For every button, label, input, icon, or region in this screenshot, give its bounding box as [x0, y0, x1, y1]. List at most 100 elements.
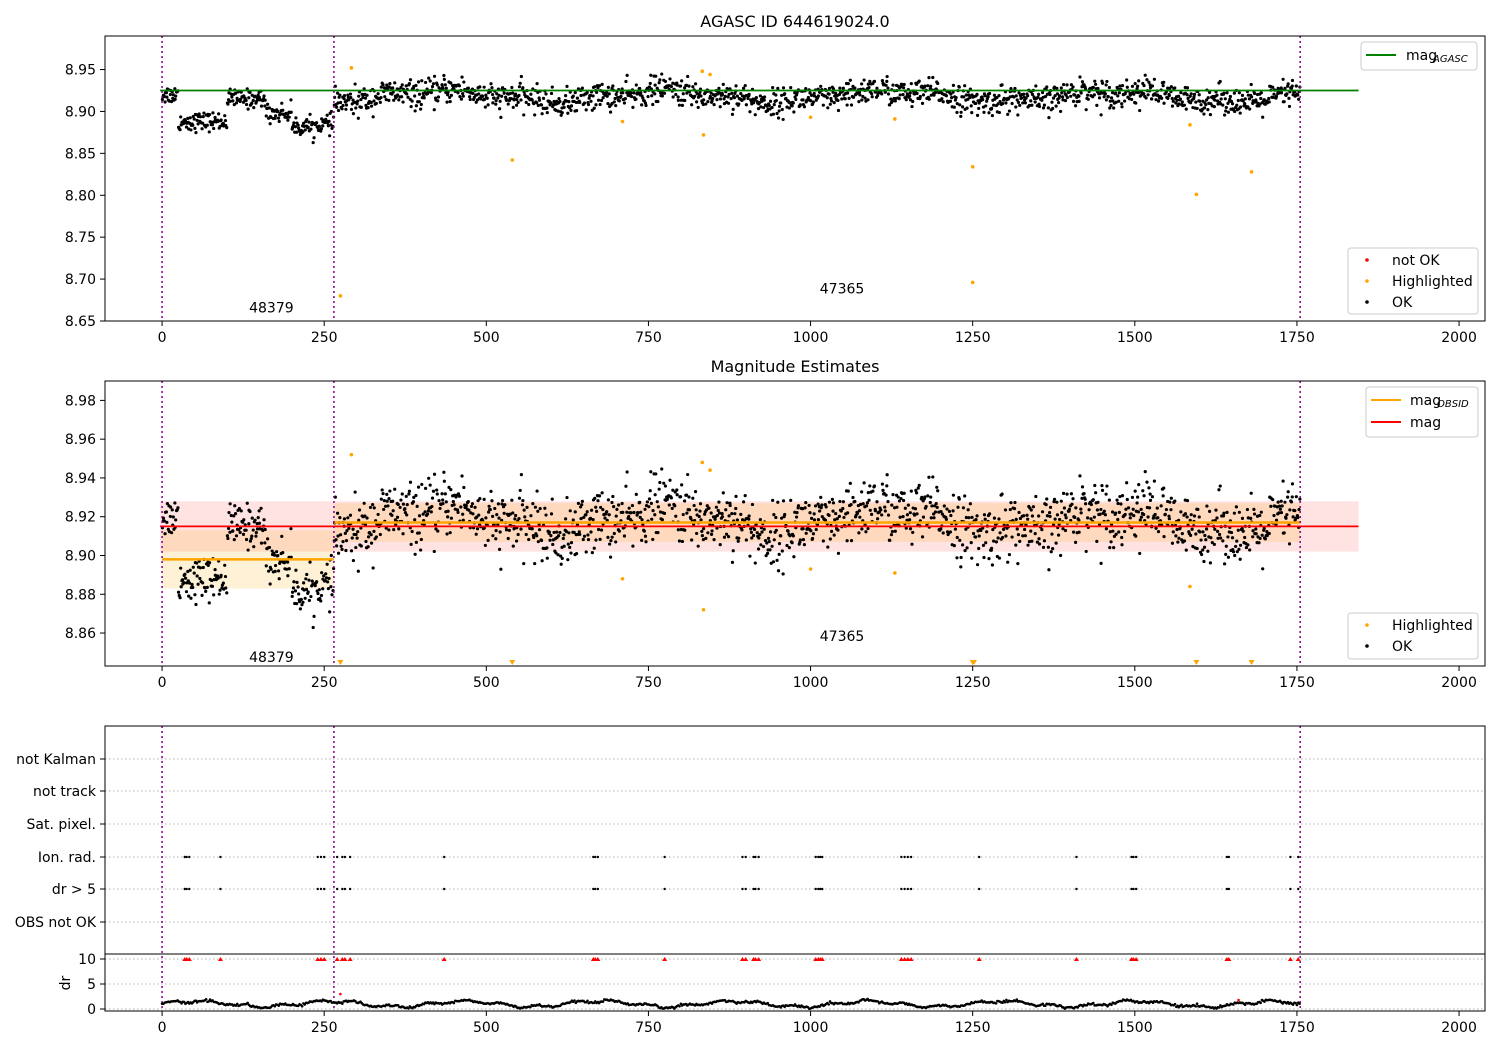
- ok-point: [780, 549, 784, 553]
- ok-point: [1095, 508, 1100, 512]
- ok-point: [486, 538, 490, 542]
- ok-point: [885, 484, 889, 488]
- ok-point: [752, 527, 757, 532]
- ok-point: [1118, 494, 1122, 499]
- ok-point: [962, 95, 966, 99]
- x-tick-label: 1500: [1117, 675, 1153, 691]
- flag-point: [319, 887, 323, 891]
- ok-point: [678, 495, 683, 499]
- ok-point: [399, 85, 403, 90]
- ok-point: [423, 486, 428, 490]
- ok-point: [1136, 510, 1141, 514]
- ok-point: [383, 95, 387, 99]
- ok-point: [1092, 93, 1096, 97]
- ok-point: [833, 94, 837, 98]
- ok-point: [694, 508, 698, 512]
- ok-point: [508, 512, 512, 516]
- ok-point: [1294, 84, 1298, 88]
- ok-point: [397, 98, 401, 102]
- ok-point: [226, 526, 231, 531]
- ok-point: [675, 488, 679, 492]
- ok-point: [1146, 93, 1150, 97]
- ok-point: [795, 511, 799, 515]
- ok-point: [344, 539, 349, 543]
- ok-point: [425, 512, 430, 516]
- ok-point: [798, 103, 802, 107]
- flag-point: [341, 855, 344, 859]
- ok-point: [329, 585, 333, 589]
- ok-point: [256, 516, 260, 520]
- ok-point: [259, 104, 264, 108]
- ok-point: [403, 510, 408, 515]
- ok-point: [248, 90, 252, 95]
- dr-capped-marker: [1287, 957, 1293, 961]
- ok-point: [1016, 113, 1020, 117]
- ok-point: [1065, 492, 1069, 496]
- ok-point: [660, 467, 664, 471]
- ok-point: [540, 112, 544, 116]
- p3-x-ticks: 0 250 500 750 1000 1250 1500 1750 2000: [158, 1011, 1477, 1036]
- ok-point: [812, 512, 816, 516]
- flag-point: [596, 887, 600, 891]
- ok-point: [448, 531, 452, 535]
- ok-point: [667, 503, 671, 507]
- ok-point: [387, 497, 391, 501]
- flag-point: [1225, 887, 1229, 891]
- ok-point: [690, 538, 694, 542]
- ok-point: [920, 535, 925, 539]
- ok-point: [262, 94, 266, 98]
- ok-point: [965, 546, 969, 550]
- ok-point: [702, 98, 706, 102]
- ok-point: [951, 83, 956, 87]
- ok-point: [363, 96, 368, 100]
- ok-point: [430, 85, 435, 89]
- highlighted-point: [700, 460, 705, 465]
- ok-point: [691, 496, 695, 500]
- flag-point: [1130, 887, 1133, 891]
- ok-point: [955, 556, 959, 560]
- ok-point: [1108, 99, 1112, 103]
- flag-point: [1225, 855, 1229, 859]
- ok-point: [710, 529, 714, 533]
- ok-point: [997, 110, 1002, 115]
- p2-title: Magnitude Estimates: [711, 357, 880, 376]
- ok-point: [355, 102, 359, 106]
- ok-point: [708, 94, 712, 98]
- ok-point: [747, 517, 751, 521]
- ok-point: [627, 515, 631, 519]
- ok-point: [1100, 483, 1104, 488]
- ok-point: [876, 517, 880, 521]
- ok-point: [1009, 501, 1013, 505]
- ok-point: [1061, 82, 1066, 87]
- ok-point: [1215, 516, 1219, 520]
- x-tick-label: 1750: [1279, 675, 1315, 691]
- ok-point: [762, 98, 766, 102]
- ok-point: [660, 518, 664, 522]
- ok-point: [1094, 82, 1098, 86]
- ok-point: [354, 545, 358, 550]
- ok-point: [492, 96, 496, 100]
- ok-point: [1118, 84, 1122, 88]
- highlighted-point: [338, 294, 343, 298]
- below-range-marker: [1248, 660, 1255, 665]
- ok-point: [598, 537, 602, 541]
- flag-point: [1075, 855, 1078, 859]
- ok-point: [705, 504, 709, 508]
- ok-point: [1199, 538, 1203, 542]
- ok-point: [1287, 104, 1292, 109]
- dr-point: [1003, 1000, 1007, 1004]
- ok-point: [684, 83, 689, 87]
- ok-point: [244, 98, 248, 103]
- ok-point: [603, 516, 607, 520]
- ok-point: [748, 110, 752, 114]
- ok-point: [1221, 539, 1225, 543]
- ok-point: [753, 561, 757, 565]
- ok-point: [273, 114, 278, 118]
- ok-point: [653, 92, 657, 96]
- ok-point: [1137, 79, 1141, 83]
- ok-point: [335, 544, 339, 548]
- ok-point: [741, 86, 746, 90]
- ok-point: [295, 580, 299, 584]
- ok-point: [250, 534, 254, 538]
- ok-point: [339, 533, 343, 537]
